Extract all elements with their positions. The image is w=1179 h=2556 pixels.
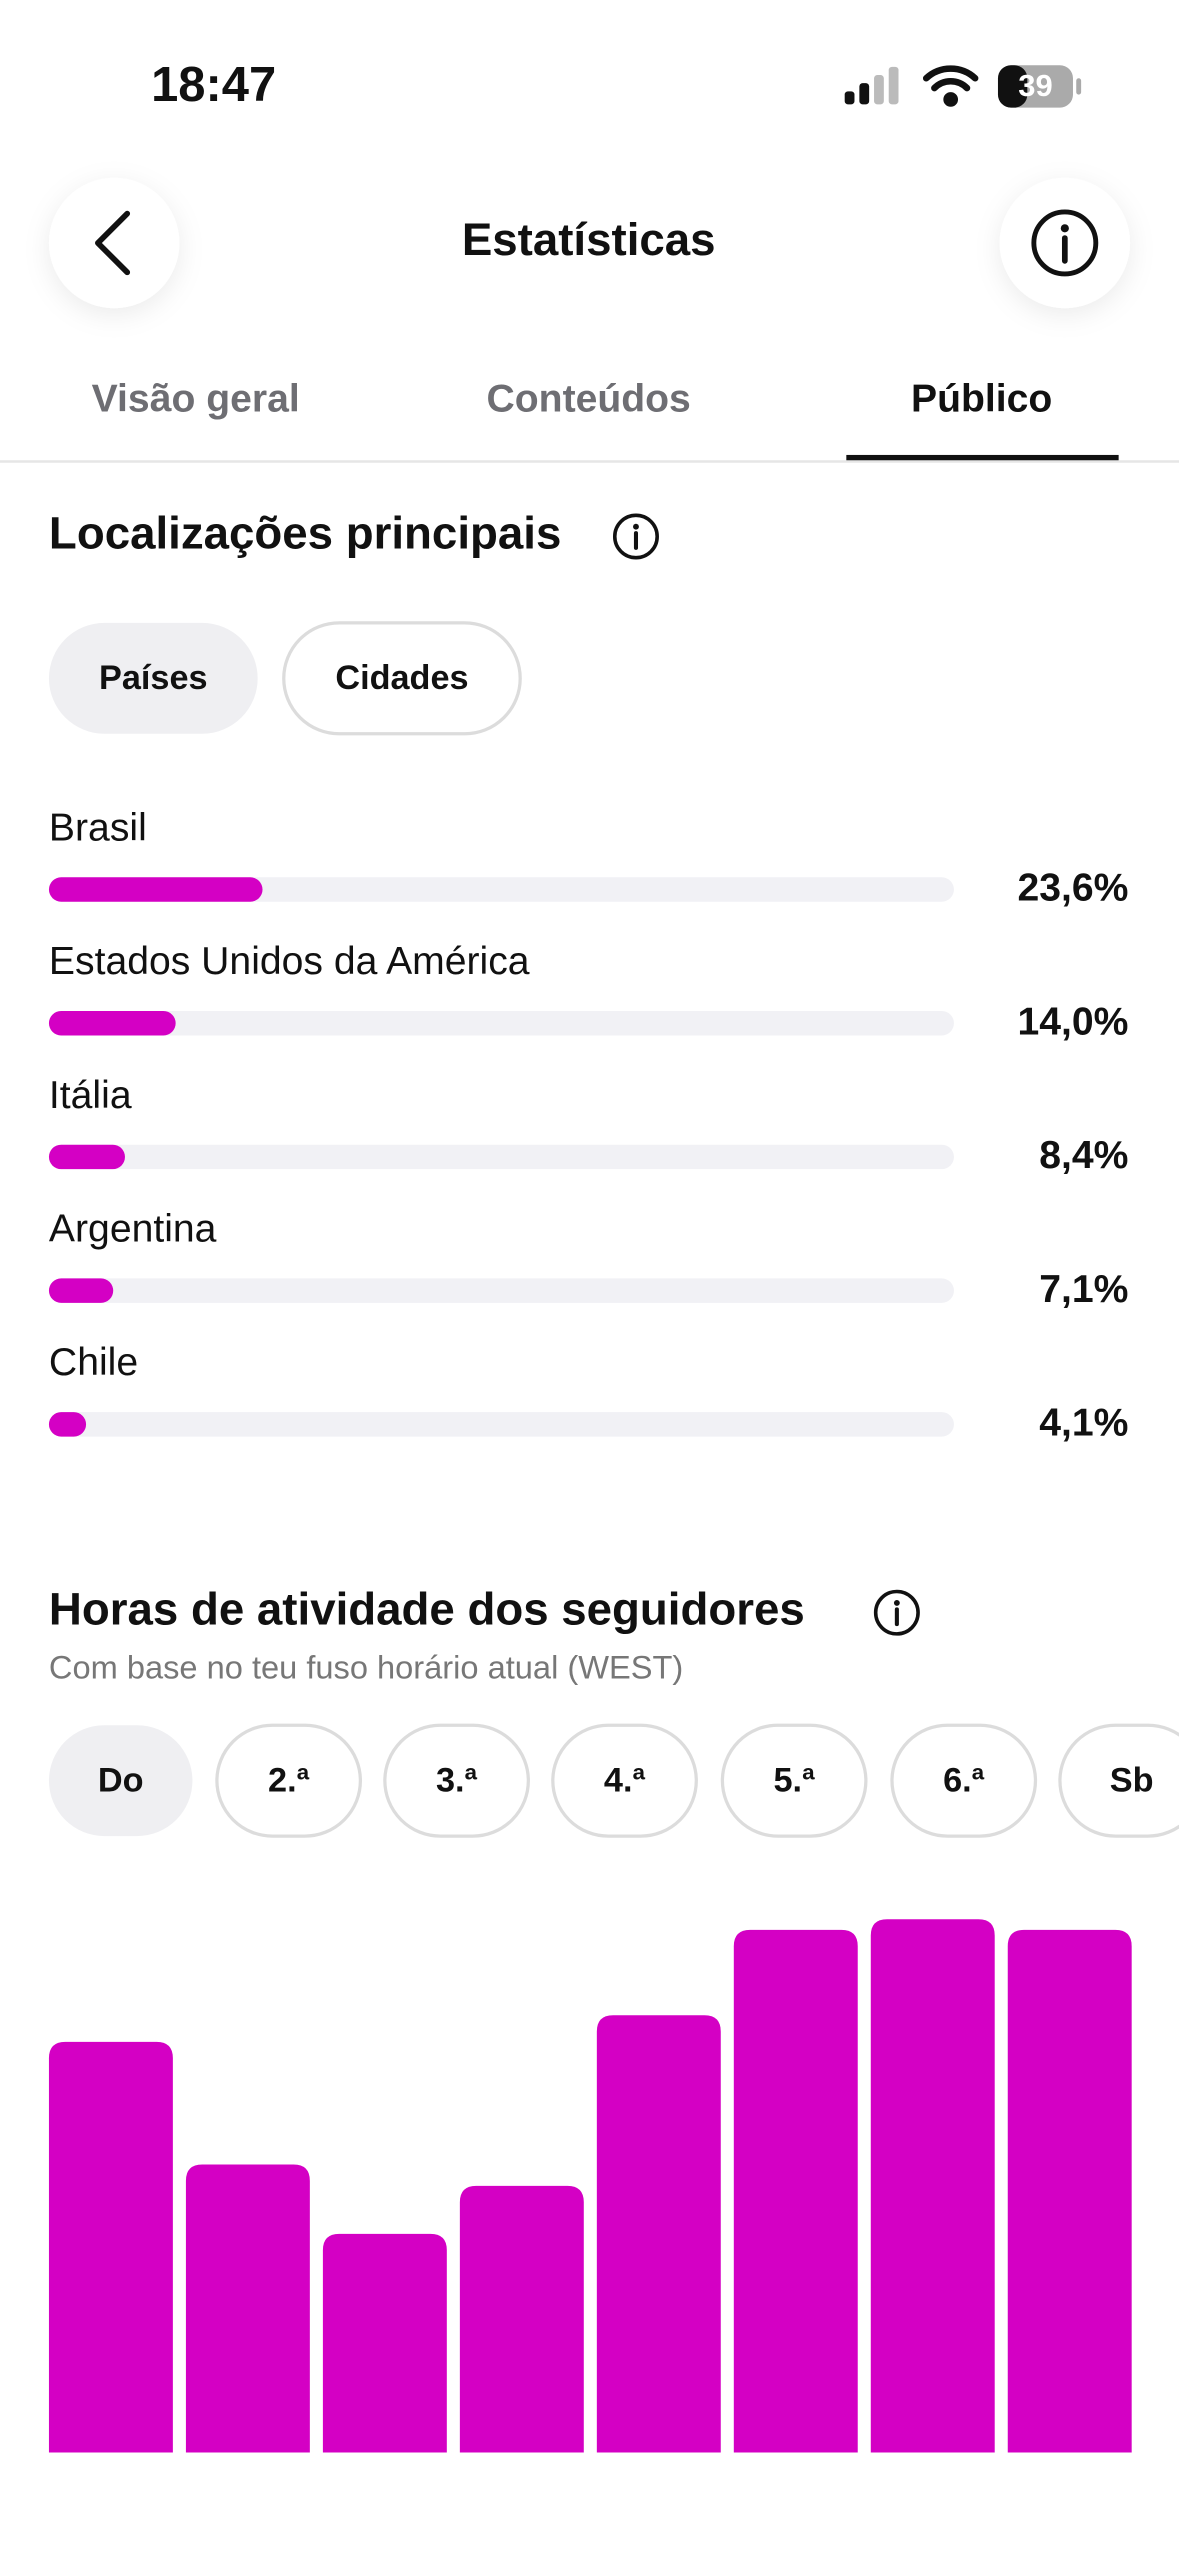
bar-track [48, 1010, 954, 1036]
day-label: 4.ª [604, 1761, 646, 1799]
value-label: 8,4% [1039, 1134, 1128, 1177]
header-title: Estatísticas [462, 214, 716, 265]
day-label: Sb [1110, 1761, 1154, 1799]
location-list: Brasil 23,6% Estados Unidos da América 14,0… [49, 806, 1128, 1444]
battery-icon: 39 [997, 65, 1082, 108]
day-chip[interactable] [551, 1723, 698, 1838]
location-name: Estados Unidos da América [49, 940, 530, 983]
day-label: 6.ª [943, 1761, 985, 1799]
value-label: 4,1% [1039, 1402, 1128, 1445]
day-label: 2.ª [268, 1761, 310, 1799]
section-title: Horas de atividade dos seguidores [49, 1584, 805, 1635]
day-chip[interactable] [720, 1723, 868, 1838]
section-subtitle: Com base no teu fuso horário atual (WEST… [49, 1648, 683, 1685]
value-label: 14,0% [1017, 1000, 1128, 1043]
info-icon[interactable] [612, 513, 659, 560]
day-chip[interactable] [1058, 1723, 1179, 1838]
activity-bar [48, 2041, 173, 2453]
value-label: 7,1% [1039, 1268, 1128, 1311]
tab-indicator [846, 454, 1119, 462]
filter-chip[interactable] [282, 621, 522, 736]
bar [48, 1278, 114, 1303]
day-chip[interactable] [48, 1725, 193, 1837]
filter-label: Países [99, 659, 208, 697]
bar [48, 1010, 176, 1036]
battery-level: 39 [1018, 68, 1052, 103]
day-chips: Do 2.ª 3.ª 4.ª 5.ª 6.ª Sb [48, 1723, 1179, 1838]
activity-bar [1007, 1929, 1132, 2453]
bar-track [48, 877, 954, 902]
info-icon[interactable] [873, 1589, 920, 1636]
activity-bar [459, 2185, 584, 2453]
back-button[interactable] [48, 177, 180, 309]
location-name: Brasil [49, 806, 147, 849]
bar-track [48, 1144, 954, 1170]
filter-chip[interactable] [48, 622, 258, 734]
section-title: Localizações principais [49, 508, 561, 559]
activity-bar [185, 2164, 310, 2453]
bar [48, 1412, 87, 1437]
bar [48, 877, 263, 902]
location-name: Chile [49, 1341, 138, 1384]
filter-label: Cidades [335, 659, 468, 697]
activity-bar [596, 2015, 721, 2453]
bar-track [48, 1412, 954, 1437]
activity-chart [48, 1919, 1132, 2453]
wifi-icon [922, 65, 979, 107]
location-name: Itália [49, 1074, 132, 1117]
signal-icon [844, 66, 899, 105]
activity-bar [322, 2233, 447, 2453]
status-time: 18:47 [151, 58, 276, 112]
tab[interactable]: Público [911, 377, 1052, 420]
tab[interactable]: Conteúdos [487, 377, 691, 420]
bar-track [48, 1278, 954, 1303]
bar [48, 1144, 125, 1170]
tab-bar: Visão geral Conteúdos Público [92, 377, 1119, 462]
day-label: 3.ª [436, 1761, 478, 1799]
day-chip[interactable] [215, 1723, 363, 1838]
day-chip[interactable] [890, 1723, 1038, 1838]
value-label: 23,6% [1017, 867, 1128, 910]
info-button[interactable] [999, 177, 1131, 309]
activity-bar [870, 1919, 995, 2453]
activity-bar [733, 1929, 858, 2453]
filter-chips: Países Cidades [48, 621, 522, 736]
day-label: Do [98, 1761, 144, 1799]
day-label: 5.ª [774, 1761, 816, 1799]
day-chip[interactable] [383, 1723, 530, 1838]
tab[interactable]: Visão geral [92, 377, 300, 420]
location-name: Argentina [49, 1207, 217, 1250]
